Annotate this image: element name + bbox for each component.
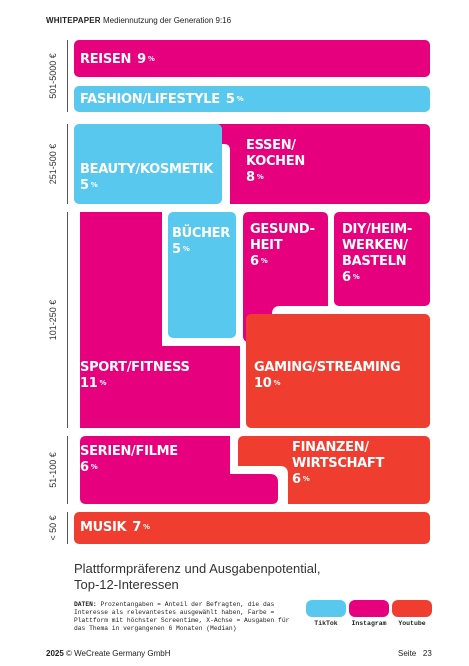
label-diy-value: 6 [342, 270, 351, 285]
label-sport-value: 11 [80, 376, 98, 391]
label-musik: MUSIK 7% [80, 520, 150, 536]
label-gesundheit-name-1: GESUND- [250, 222, 315, 237]
caption-line-2: Top-12-Interessen [74, 577, 179, 592]
label-buecher: BÜCHER 5% [172, 226, 230, 258]
label-reisen-value: 9 [137, 52, 146, 67]
label-sport-unit: % [99, 379, 107, 387]
header-brand: WHITEPAPER [46, 16, 101, 25]
label-buecher-unit: % [182, 245, 190, 253]
legend-swatch-youtube [392, 600, 432, 617]
label-beauty-value: 5 [80, 178, 89, 193]
legend-label-youtube: Youtube [398, 620, 426, 627]
label-reisen: REISEN 9% [80, 52, 155, 68]
header: WHITEPAPER Mediennutzung der Generation … [46, 16, 231, 25]
label-gaming-name: GAMING/STREAMING [254, 360, 401, 375]
block-essen-kochen [176, 124, 430, 204]
chart-caption: Plattformpräferenz und Ausgabenpotential… [74, 561, 320, 593]
label-beauty-unit: % [90, 181, 98, 189]
legend-label-tiktok: TikTok [314, 620, 338, 627]
label-gaming-unit: % [273, 379, 281, 387]
block-gesundheit [243, 212, 328, 342]
data-notes: DATEN: Prozentangaben = Anteil der Befra… [74, 601, 296, 633]
block-buecher [168, 212, 236, 338]
caption-line-1: Plattformpräferenz und Ausgabenpotential… [74, 561, 321, 576]
block-beauty-kosmetik [74, 124, 222, 204]
label-essen-value: 8 [246, 170, 255, 185]
block-reisen [74, 40, 430, 77]
label-finanzen-name-1: FINANZEN/ [292, 440, 369, 455]
label-gesundheit-unit: % [260, 257, 268, 265]
footer-left: 2025 © WeCreate Germany GmbH [46, 649, 170, 658]
label-sport: SPORT/FITNESS 11% [80, 360, 190, 392]
legend-label-instagram: Instagram [351, 620, 387, 627]
label-fashion-value: 5 [225, 92, 235, 107]
label-finanzen-unit: % [302, 475, 310, 483]
label-fashion: FASHION/LIFESTYLE 5% [80, 92, 244, 108]
notes-label: DATEN: [74, 601, 97, 608]
label-beauty-name: BEAUTY/KOSMETIK [80, 162, 214, 177]
block-musik [74, 512, 430, 544]
header-title: Mediennutzung der Generation 9:16 [102, 16, 232, 25]
label-serien: SERIEN/FILME 6% [80, 444, 178, 476]
label-finanzen: FINANZEN/ WIRTSCHAFT 6% [292, 440, 384, 488]
label-finanzen-value: 6 [292, 472, 301, 487]
footer-page-label: Seite [398, 649, 417, 658]
y-axis-bar-501 [67, 40, 68, 112]
label-serien-value: 6 [80, 460, 89, 475]
label-beauty: BEAUTY/KOSMETIK 5% [80, 162, 213, 194]
block-gaming-streaming [246, 314, 430, 428]
label-buecher-value: 5 [172, 242, 181, 257]
footer-right: Seite 23 [398, 649, 432, 658]
block-serien-filme [80, 436, 278, 504]
label-diy-unit: % [352, 273, 360, 281]
block-diy [334, 212, 430, 306]
label-reisen-unit: % [147, 55, 155, 63]
label-gaming: GAMING/STREAMING 10% [254, 360, 401, 392]
block-finanzen-wirtschaft [238, 436, 430, 504]
label-serien-name: SERIEN/FILME [80, 444, 178, 459]
y-axis-bar-50 [67, 512, 68, 544]
y-axis-bar-101 [67, 212, 68, 428]
notes-text: Prozentangaben = Anteil der Befragten, d… [74, 601, 290, 632]
label-musik-value: 7 [132, 520, 142, 535]
label-musik-unit: % [143, 523, 150, 531]
label-essen: ESSEN/ KOCHEN 8% [246, 138, 305, 186]
label-gesundheit: GESUND- HEIT 6% [250, 222, 315, 270]
block-sport-fitness-round [80, 212, 240, 428]
label-gesundheit-value: 6 [250, 254, 259, 269]
label-gaming-value: 10 [254, 376, 272, 391]
label-essen-unit: % [256, 173, 264, 181]
label-essen-name-1: ESSEN/ [246, 138, 296, 153]
block-fashion-lifestyle [74, 86, 430, 112]
label-fashion-unit: % [236, 95, 244, 103]
label-reisen-name: REISEN [80, 52, 132, 67]
y-axis-bar-251 [67, 124, 68, 204]
footer-page-number: 23 [422, 649, 432, 658]
y-axis-bar-51 [67, 436, 68, 504]
label-diy: DIY/HEIM- WERKEN/ BASTELN 6% [342, 222, 412, 286]
label-diy-name-2: WERKEN/ [342, 238, 408, 253]
label-diy-name-1: DIY/HEIM- [342, 222, 413, 237]
footer-year: 2025 [46, 649, 64, 658]
label-fashion-name: FASHION/LIFESTYLE [80, 92, 220, 107]
label-serien-unit: % [90, 463, 98, 471]
footer-company: © WeCreate Germany GmbH [66, 649, 171, 658]
label-finanzen-name-2: WIRTSCHAFT [292, 456, 385, 471]
label-gesundheit-name-2: HEIT [250, 238, 283, 253]
legend-swatch-tiktok [306, 600, 346, 617]
label-diy-name-3: BASTELN [342, 254, 407, 269]
label-essen-name-2: KOCHEN [246, 154, 305, 169]
label-buecher-name: BÜCHER [172, 226, 230, 241]
legend-swatch-instagram [349, 600, 389, 617]
label-musik-name: MUSIK [80, 520, 127, 535]
label-sport-name: SPORT/FITNESS [80, 360, 190, 375]
